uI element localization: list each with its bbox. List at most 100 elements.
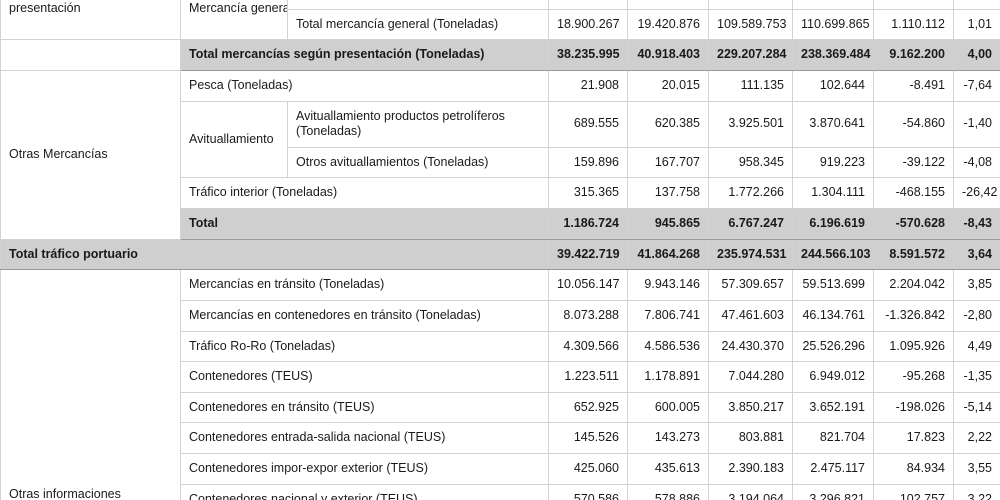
cell-value: 0,20 bbox=[953, 0, 1000, 10]
cell-value: 4,00 bbox=[953, 39, 1000, 71]
cell-value: 9.162.200 bbox=[873, 39, 954, 71]
cell-value: 3.870.641 bbox=[792, 100, 874, 148]
cell-value: -198.026 bbox=[873, 391, 954, 424]
table-row[interactable]: Total mercancía general (Toneladas) 18.9… bbox=[1, 8, 1000, 41]
cell-value: 77.640.840 bbox=[708, 0, 793, 10]
cell-value: 6.949.012 bbox=[792, 361, 874, 393]
cell-value: 8.073.288 bbox=[548, 299, 628, 332]
category-cell-presentacion: presentación bbox=[0, 0, 181, 41]
cell-value: 59.513.699 bbox=[792, 269, 874, 301]
row-label: Tráfico interior (Toneladas) bbox=[180, 177, 549, 209]
cell-value: -1,40 bbox=[953, 100, 1000, 148]
cell-value: 244.566.103 bbox=[792, 238, 874, 271]
row-label: Pesca (Toneladas) bbox=[180, 69, 549, 102]
row-label: Mercancías en tránsito (Toneladas) bbox=[180, 269, 549, 301]
cell-value: 25.526.296 bbox=[792, 330, 874, 363]
row-label: Avituallamiento productos petrolíferos (… bbox=[287, 100, 549, 148]
cell-value: 3,55 bbox=[953, 453, 1000, 485]
cell-value: 4,49 bbox=[953, 330, 1000, 363]
cell-value: 57.309.657 bbox=[708, 269, 793, 301]
cell-value: 821.704 bbox=[792, 422, 874, 454]
cell-value: 2.390.183 bbox=[708, 453, 793, 485]
row-label: Mercancía en contenedores (Toneladas) bbox=[287, 0, 549, 10]
row-label: Total bbox=[180, 208, 549, 240]
row-label: Contenedores impor-expor exterior (TEUS) bbox=[180, 453, 549, 485]
row-label: Mercancías en contenedores en tránsito (… bbox=[180, 299, 549, 332]
row-label: Total mercancías según presentación (Ton… bbox=[180, 39, 549, 71]
cell-value: 77.797.489 bbox=[792, 0, 874, 10]
row-label: Contenedores entrada-salida nacional (TE… bbox=[180, 422, 549, 454]
cell-value: 47.461.603 bbox=[708, 299, 793, 332]
cell-value: 945.865 bbox=[627, 208, 709, 240]
cell-value: 3.194.064 bbox=[708, 483, 793, 500]
total-row-trafico-portuario[interactable]: Total tráfico portuario 39.422.719 41.86… bbox=[0, 238, 1000, 271]
cell-value: 238.369.484 bbox=[792, 39, 874, 71]
cell-value: 578.886 bbox=[627, 483, 709, 500]
cell-value: 46.134.761 bbox=[792, 299, 874, 332]
total-row-otras-mercancias[interactable]: Total 1.186.724 945.865 6.767.247 6.196.… bbox=[1, 208, 1000, 240]
table-row[interactable]: Otras informaciones Mercancías en tránsi… bbox=[0, 269, 1000, 500]
cell-value: 1.186.724 bbox=[548, 208, 628, 240]
cell-value: 2.475.117 bbox=[792, 453, 874, 485]
row-label: Total tráfico portuario bbox=[0, 238, 549, 271]
cell-value: 803.881 bbox=[708, 422, 793, 454]
cell-value: 109.589.753 bbox=[708, 8, 793, 41]
table-row[interactable]: Otras Mercancías Pesca (Toneladas) 21.90… bbox=[0, 69, 1000, 240]
cell-value: 1,01 bbox=[953, 8, 1000, 41]
cell-value: -1.326.842 bbox=[873, 299, 954, 332]
cell-value: 620.385 bbox=[627, 100, 709, 148]
cell-value: 102.757 bbox=[873, 483, 954, 500]
cell-value: -468.155 bbox=[873, 177, 954, 209]
category-cell-empty bbox=[0, 39, 181, 71]
cell-value: 1.178.891 bbox=[627, 361, 709, 393]
table-row[interactable]: Contenedores (TEUS) 1.223.511 1.178.891 … bbox=[1, 361, 1000, 393]
table-row[interactable]: Tráfico Ro-Ro (Toneladas) 4.309.566 4.58… bbox=[1, 330, 1000, 363]
cell-value: 652.925 bbox=[548, 391, 628, 424]
total-row-mercancias-presentacion[interactable]: Total mercancías según presentación (Ton… bbox=[0, 39, 1000, 71]
cell-value: 18.900.267 bbox=[548, 8, 628, 41]
table-row[interactable]: presentación Mercancía general Mercancía… bbox=[0, 0, 1000, 41]
cell-value: 13.488.081 bbox=[548, 0, 628, 10]
table-row[interactable]: Contenedores entrada-salida nacional (TE… bbox=[1, 422, 1000, 454]
cell-value: 7.806.741 bbox=[627, 299, 709, 332]
cell-value: -570.628 bbox=[873, 208, 954, 240]
table-row[interactable]: Contenedores en tránsito (TEUS) 652.925 … bbox=[1, 391, 1000, 424]
table-row[interactable]: Contenedores impor-expor exterior (TEUS)… bbox=[1, 453, 1000, 485]
table-row[interactable]: Avituallamiento Avituallamiento producto… bbox=[1, 100, 1000, 179]
cell-value: -5,14 bbox=[953, 391, 1000, 424]
cell-value: 40.918.403 bbox=[627, 39, 709, 71]
cell-value: 156.649 bbox=[873, 0, 954, 10]
cell-value: 17.823 bbox=[873, 422, 954, 454]
cell-value: 4.586.536 bbox=[627, 330, 709, 363]
cell-value: 689.555 bbox=[548, 100, 628, 148]
table-row[interactable]: Otros avituallamientos (Toneladas) 159.8… bbox=[1, 146, 1000, 179]
cell-value: -7,64 bbox=[953, 69, 1000, 102]
cell-value: 425.060 bbox=[548, 453, 628, 485]
cell-value: 9.943.146 bbox=[627, 269, 709, 301]
cell-value: 111.135 bbox=[708, 69, 793, 102]
cell-value: 3.925.501 bbox=[708, 100, 793, 148]
cell-value: 1.223.511 bbox=[548, 361, 628, 393]
table-row[interactable]: Contenedores nacional y exterior (TEUS) … bbox=[1, 483, 1000, 500]
cell-value: 84.934 bbox=[873, 453, 954, 485]
cell-value: -95.268 bbox=[873, 361, 954, 393]
cell-value: 570.586 bbox=[548, 483, 628, 500]
cell-value: 24.430.370 bbox=[708, 330, 793, 363]
cell-value: 143.273 bbox=[627, 422, 709, 454]
cell-value: 958.345 bbox=[708, 146, 793, 179]
cell-value: 3,64 bbox=[953, 238, 1000, 271]
cell-value: 919.223 bbox=[792, 146, 874, 179]
cell-value: 41.864.268 bbox=[627, 238, 709, 271]
cell-value: 2.204.042 bbox=[873, 269, 954, 301]
subcategory-cell-mercancia-general: Mercancía general bbox=[180, 0, 288, 41]
cell-value: 20.015 bbox=[627, 69, 709, 102]
table-row[interactable]: Tráfico interior (Toneladas) 315.365 137… bbox=[1, 177, 1000, 209]
row-label: Contenedores nacional y exterior (TEUS) bbox=[180, 483, 549, 500]
cell-value: 7.044.280 bbox=[708, 361, 793, 393]
cell-value: -4,08 bbox=[953, 146, 1000, 179]
cell-value: 39.422.719 bbox=[548, 238, 628, 271]
row-label: Total mercancía general (Toneladas) bbox=[287, 8, 549, 41]
cell-value: 3.296.821 bbox=[792, 483, 874, 500]
cell-value: 110.699.865 bbox=[792, 8, 874, 41]
